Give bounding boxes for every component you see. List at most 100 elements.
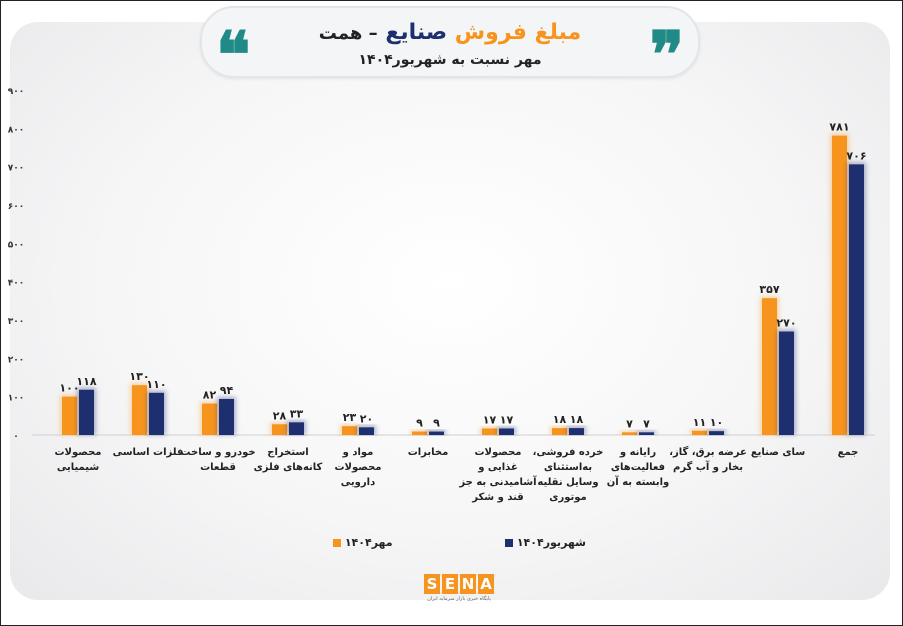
data-label: ۷ bbox=[643, 417, 650, 430]
category-label-line: محصولات bbox=[54, 447, 101, 458]
logo-letter: E bbox=[442, 574, 458, 594]
bar-mehr bbox=[832, 135, 847, 435]
logo-letter: S bbox=[424, 574, 440, 594]
bar-mehr bbox=[342, 426, 357, 435]
bar-mehr bbox=[482, 428, 497, 435]
data-label: ۱۱ bbox=[693, 416, 706, 429]
bar-shahrivar bbox=[779, 331, 794, 435]
category-label-line: وسایل نقلیه bbox=[537, 477, 598, 488]
logo-tagline: پایگاه خبری بازار سرمایه ایران bbox=[427, 596, 491, 602]
category-label-line: غذایی و bbox=[477, 462, 518, 473]
data-label: ۱۰ bbox=[710, 416, 723, 429]
data-label: ۱۳۰ bbox=[129, 370, 149, 383]
category-label: رایانه و فعالیت‌های وابسته به آن bbox=[607, 447, 669, 488]
category-label-line: عرضه برق، گاز، bbox=[669, 445, 747, 458]
data-label: ۹۴ bbox=[220, 384, 234, 397]
bar-shahrivar bbox=[219, 398, 234, 435]
data-label: ۱۷ bbox=[500, 413, 514, 426]
title-box: ❝ ❞ مبلغ فروش صنایع – همت مهر نسبت به شه… bbox=[200, 6, 700, 88]
category-label-line: فعالیت‌های bbox=[611, 462, 665, 473]
data-label: ۱۱۰ bbox=[146, 378, 166, 391]
category-label-line: کانه‌های فلزی bbox=[254, 462, 323, 473]
legend-label-shahrivar: شهریور۱۴۰۴ bbox=[516, 536, 586, 549]
bar-mehr bbox=[62, 396, 77, 435]
data-label: ۱۷ bbox=[483, 413, 497, 426]
bar-mehr bbox=[132, 385, 147, 435]
category-label: عرضه برق، گاز، بخار و آب گرم bbox=[669, 445, 747, 473]
y-tick-label: ۴۰۰ bbox=[8, 279, 24, 289]
legend-item-mehr: مهر۱۴۰۴ bbox=[333, 536, 393, 549]
y-tick-label: ۲۰۰ bbox=[8, 355, 24, 365]
chart-subtitle: مهر نسبت به شهریور۱۴۰۴ bbox=[358, 52, 542, 68]
legend-swatch-shahrivar bbox=[505, 539, 513, 547]
bar-shahrivar bbox=[569, 428, 584, 435]
bar-mehr bbox=[272, 424, 287, 435]
chart-panel bbox=[10, 22, 890, 600]
data-label: ۱۸ bbox=[553, 413, 567, 426]
data-label: ۲۸ bbox=[273, 409, 287, 422]
category-label-line: خودرو و ساخت bbox=[180, 447, 255, 458]
legend-swatch-mehr bbox=[333, 539, 341, 547]
category-label-line: فلزات اساسی bbox=[113, 447, 184, 458]
category-label-line: خرده فروشی، bbox=[533, 447, 604, 458]
bar-mehr bbox=[622, 432, 637, 435]
bar-shahrivar bbox=[79, 389, 94, 435]
bar-shahrivar bbox=[499, 428, 514, 435]
data-label: ۲۳ bbox=[343, 411, 357, 424]
title-part-3: – همت bbox=[318, 23, 378, 44]
data-label: ۹ bbox=[433, 417, 440, 430]
y-tick-label: ۳۰۰ bbox=[8, 317, 24, 327]
data-label: ۱۰۰ bbox=[59, 382, 79, 395]
category-label-line: قند و شکر bbox=[471, 492, 523, 503]
data-label: ۸۲ bbox=[203, 389, 217, 402]
category-label-line: رایانه و bbox=[619, 447, 656, 458]
title-part-1: مبلغ فروش bbox=[454, 20, 582, 45]
category-label-line: جمع bbox=[838, 447, 859, 458]
data-label: ۳۵۷ bbox=[759, 283, 779, 296]
bar-shahrivar bbox=[429, 431, 444, 435]
y-tick-label: ۶۰۰ bbox=[8, 202, 24, 212]
category-label: فلزات اساسی bbox=[113, 447, 184, 458]
category-label: استخراج کانه‌های فلزی bbox=[254, 447, 323, 473]
legend-item-shahrivar: شهریور۱۴۰۴ bbox=[505, 536, 586, 549]
category-label-line: سای صنایع bbox=[751, 447, 805, 458]
data-label: ۲۰ bbox=[360, 412, 373, 425]
category-label-line: آشامیدنی به جز bbox=[458, 475, 537, 488]
bar-shahrivar bbox=[359, 427, 374, 435]
category-label-line: استخراج bbox=[267, 447, 308, 458]
legend-label-mehr: مهر۱۴۰۴ bbox=[344, 536, 393, 549]
bar-shahrivar bbox=[639, 432, 654, 435]
category-label-line: مواد و bbox=[342, 447, 374, 458]
category-label: مخابرات bbox=[408, 447, 449, 458]
category-label-line: موتوری bbox=[549, 492, 586, 503]
data-label: ۱۸ bbox=[570, 413, 584, 426]
y-tick-label: ۸۰۰ bbox=[8, 125, 24, 135]
category-label: جمع bbox=[838, 447, 859, 458]
bar-mehr bbox=[692, 430, 707, 435]
category-label-line: به‌استثنای bbox=[544, 462, 592, 473]
bar-shahrivar bbox=[849, 164, 864, 435]
bar-mehr bbox=[762, 298, 777, 435]
bar-shahrivar bbox=[709, 431, 724, 435]
data-label: ۳۳ bbox=[290, 407, 304, 420]
category-label: محصولات غذایی و آشامیدنی به جز قند و شکر bbox=[458, 447, 537, 503]
category-label-line: شیمیایی bbox=[57, 462, 99, 473]
bar-mehr bbox=[412, 431, 427, 435]
bar-shahrivar bbox=[289, 422, 304, 435]
bar-mehr bbox=[202, 403, 217, 435]
category-label-line: محصولات bbox=[474, 447, 521, 458]
category-label-line: وابسته به آن bbox=[607, 475, 669, 488]
y-tick-label: ۱۰۰ bbox=[8, 394, 24, 404]
category-label-line: محصولات bbox=[334, 462, 381, 473]
data-label: ۷۰۶ bbox=[846, 149, 866, 162]
category-label: مواد و محصولات دارویی bbox=[334, 447, 381, 488]
category-label: سای صنایع bbox=[751, 447, 805, 458]
y-tick-label: ۵۰۰ bbox=[8, 240, 24, 250]
y-tick-label: ۷۰۰ bbox=[8, 164, 24, 174]
chart-title: مبلغ فروش صنایع – همت bbox=[202, 20, 698, 45]
logo-letter: A bbox=[478, 574, 494, 594]
data-label: ۹ bbox=[416, 417, 423, 430]
